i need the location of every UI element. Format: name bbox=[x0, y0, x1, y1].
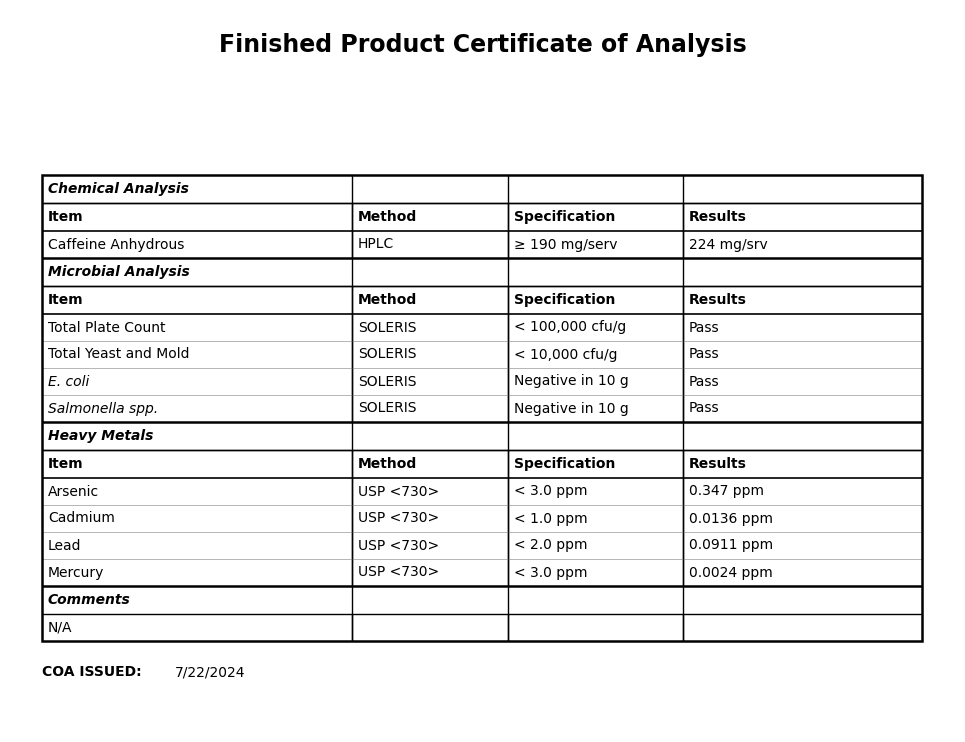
Text: Specification: Specification bbox=[514, 293, 616, 307]
Text: < 3.0 ppm: < 3.0 ppm bbox=[514, 485, 588, 499]
Text: Microbial Analysis: Microbial Analysis bbox=[48, 265, 190, 279]
Text: Mercury: Mercury bbox=[48, 565, 104, 580]
Text: 0.347 ppm: 0.347 ppm bbox=[689, 485, 763, 499]
Text: Lead: Lead bbox=[48, 539, 81, 553]
Text: < 2.0 ppm: < 2.0 ppm bbox=[514, 539, 588, 553]
Text: < 3.0 ppm: < 3.0 ppm bbox=[514, 565, 588, 580]
Text: Negative in 10 g: Negative in 10 g bbox=[514, 401, 629, 416]
Text: Method: Method bbox=[358, 210, 417, 224]
Text: Method: Method bbox=[358, 457, 417, 471]
Text: Cadmium: Cadmium bbox=[48, 511, 115, 525]
Text: E. coli: E. coli bbox=[48, 375, 90, 389]
Text: SOLERIS: SOLERIS bbox=[358, 347, 416, 361]
Text: Salmonella spp.: Salmonella spp. bbox=[48, 401, 158, 416]
Text: Pass: Pass bbox=[689, 321, 719, 335]
Text: Specification: Specification bbox=[514, 457, 616, 471]
Text: 0.0136 ppm: 0.0136 ppm bbox=[689, 511, 773, 525]
Text: 7/22/2024: 7/22/2024 bbox=[175, 665, 245, 679]
Text: ≥ 190 mg/serv: ≥ 190 mg/serv bbox=[514, 237, 618, 252]
Text: Caffeine Anhydrous: Caffeine Anhydrous bbox=[48, 237, 184, 252]
Text: Pass: Pass bbox=[689, 347, 719, 361]
Text: N/A: N/A bbox=[48, 620, 72, 634]
Text: < 1.0 ppm: < 1.0 ppm bbox=[514, 511, 588, 525]
Text: 0.0024 ppm: 0.0024 ppm bbox=[689, 565, 772, 580]
Bar bbox=[42, 175, 922, 641]
Text: Results: Results bbox=[689, 210, 747, 224]
Text: Pass: Pass bbox=[689, 401, 719, 416]
Text: USP <730>: USP <730> bbox=[358, 511, 439, 525]
Text: < 10,000 cfu/g: < 10,000 cfu/g bbox=[514, 347, 618, 361]
Text: USP <730>: USP <730> bbox=[358, 539, 439, 553]
Text: Item: Item bbox=[48, 210, 84, 224]
Text: SOLERIS: SOLERIS bbox=[358, 375, 416, 389]
Text: HPLC: HPLC bbox=[358, 237, 394, 252]
Text: 0.0911 ppm: 0.0911 ppm bbox=[689, 539, 773, 553]
Text: Negative in 10 g: Negative in 10 g bbox=[514, 375, 629, 389]
Text: SOLERIS: SOLERIS bbox=[358, 401, 416, 416]
Text: Results: Results bbox=[689, 293, 747, 307]
Text: COA ISSUED:: COA ISSUED: bbox=[42, 665, 142, 679]
Text: Comments: Comments bbox=[48, 593, 130, 607]
Text: Total Plate Count: Total Plate Count bbox=[48, 321, 166, 335]
Text: Results: Results bbox=[689, 457, 747, 471]
Text: Chemical Analysis: Chemical Analysis bbox=[48, 182, 189, 196]
Text: Item: Item bbox=[48, 457, 84, 471]
Text: SOLERIS: SOLERIS bbox=[358, 321, 416, 335]
Text: < 100,000 cfu/g: < 100,000 cfu/g bbox=[514, 321, 626, 335]
Text: Method: Method bbox=[358, 293, 417, 307]
Text: Arsenic: Arsenic bbox=[48, 485, 99, 499]
Text: Pass: Pass bbox=[689, 375, 719, 389]
Text: Total Yeast and Mold: Total Yeast and Mold bbox=[48, 347, 189, 361]
Text: Item: Item bbox=[48, 293, 84, 307]
Text: Heavy Metals: Heavy Metals bbox=[48, 429, 153, 443]
Text: USP <730>: USP <730> bbox=[358, 565, 439, 580]
Text: 224 mg/srv: 224 mg/srv bbox=[689, 237, 767, 252]
Text: USP <730>: USP <730> bbox=[358, 485, 439, 499]
Text: Specification: Specification bbox=[514, 210, 616, 224]
Text: Finished Product Certificate of Analysis: Finished Product Certificate of Analysis bbox=[219, 33, 746, 57]
